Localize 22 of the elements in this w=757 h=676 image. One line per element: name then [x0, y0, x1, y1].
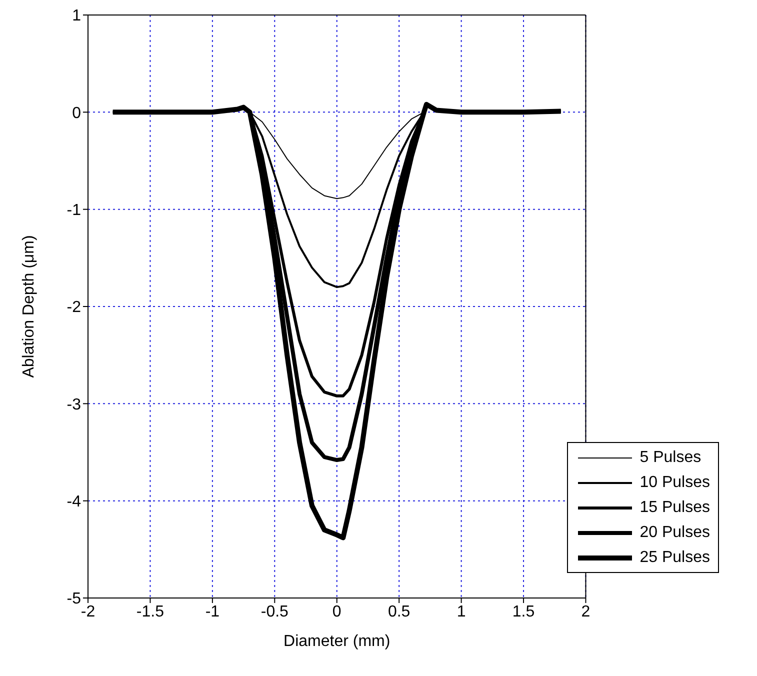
y-axis-title: Ablation Depth (μm) — [20, 235, 38, 378]
x-tick-label: -0.5 — [260, 603, 289, 620]
x-tick-label: -1.5 — [136, 603, 164, 620]
legend-label: 25 Pulses — [640, 548, 710, 566]
y-tick-label: -1 — [66, 202, 82, 220]
x-tick-label: 2 — [581, 603, 590, 620]
y-tick-label: 1 — [72, 8, 82, 25]
x-tick-label: -1 — [205, 603, 220, 620]
legend-label: 20 Pulses — [640, 524, 710, 542]
x-tick-label: 1 — [456, 603, 466, 620]
y-tick-label: -4 — [66, 494, 82, 511]
y-tick-label: 0 — [72, 104, 82, 122]
y-tick-label: -3 — [66, 396, 82, 414]
legend-label: 5 Pulses — [640, 448, 702, 466]
x-tick-label: 0.5 — [388, 603, 410, 620]
y-tick-label: -2 — [66, 299, 82, 316]
legend-label: 10 Pulses — [640, 474, 710, 492]
legend-label: 15 Pulses — [640, 498, 710, 516]
x-tick-label: 1.5 — [512, 603, 535, 620]
x-axis-title: Diameter (mm) — [284, 633, 390, 650]
y-tick-label: -5 — [66, 590, 82, 608]
x-tick-label: 0 — [332, 603, 342, 620]
